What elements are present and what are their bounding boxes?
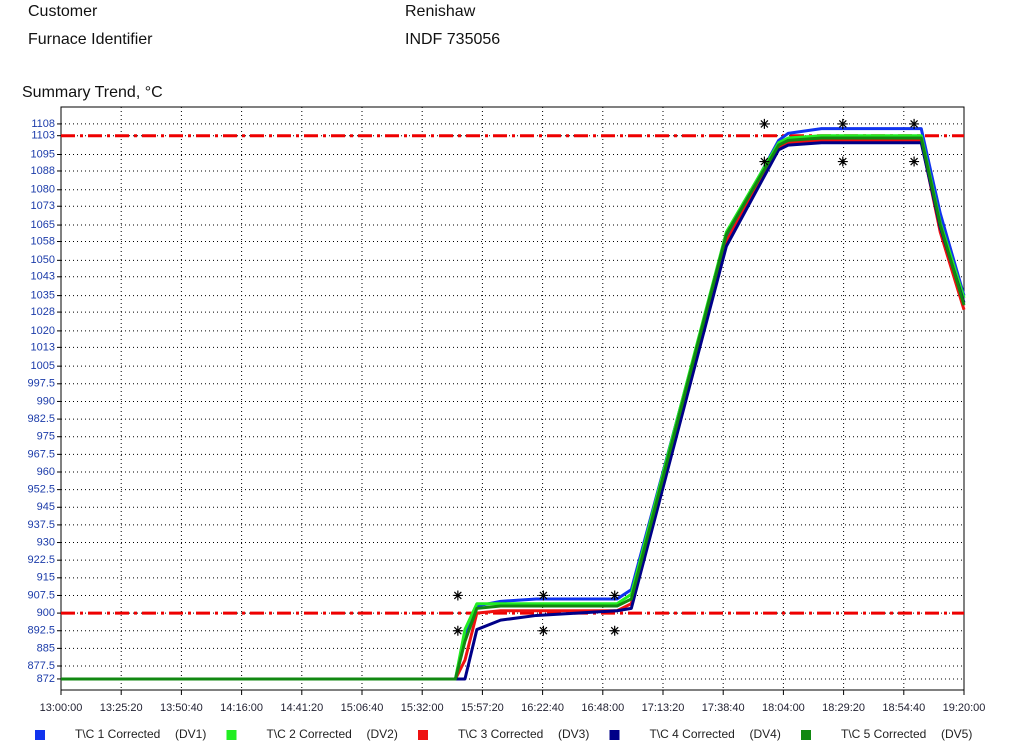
- asterisk-marker: [452, 625, 463, 636]
- furnace-label: Furnace Identifier: [28, 31, 153, 48]
- asterisk-marker: [452, 590, 463, 601]
- x-tick-label: 18:04:00: [762, 702, 805, 714]
- x-tick-label: 16:48:00: [581, 702, 624, 714]
- series-line: [61, 127, 966, 681]
- x-tick-label: 13:00:00: [40, 702, 83, 714]
- x-tick-label: 17:38:40: [702, 702, 745, 714]
- legend-label: T\C 5 Corrected: [841, 727, 926, 741]
- legend-tag: (DV5): [941, 727, 972, 741]
- y-tick-label: 900: [37, 607, 55, 619]
- series-line: [61, 141, 966, 681]
- x-tick-label: 14:16:00: [220, 702, 263, 714]
- y-tick-label: 1005: [31, 360, 55, 372]
- x-tick-label: 13:50:40: [160, 702, 203, 714]
- legend-label: T\C 3 Corrected: [458, 727, 543, 741]
- legend-swatch: [609, 730, 620, 740]
- y-tick-label: 1035: [31, 290, 55, 302]
- x-tick-label: 18:29:20: [822, 702, 865, 714]
- legend-tag: (DV4): [750, 727, 781, 741]
- y-tick-label: 877.5: [27, 660, 55, 672]
- legend-tag: (DV3): [558, 727, 589, 741]
- plot-frame: [60, 106, 965, 691]
- y-tick-label: 892.5: [27, 625, 55, 637]
- y-tick-label: 915: [37, 572, 55, 584]
- x-tick-label: 15:06:40: [341, 702, 384, 714]
- asterisk-marker: [759, 156, 770, 167]
- y-tick-label: 930: [37, 536, 55, 548]
- asterisk-marker: [609, 625, 620, 636]
- y-tick-label: 937.5: [27, 519, 55, 531]
- y-tick-label: 945: [37, 501, 55, 513]
- y-tick-label: 967.5: [27, 448, 55, 460]
- customer-label: Customer: [28, 3, 98, 20]
- legend-tag: (DV1): [175, 727, 206, 741]
- x-tick-label: 15:32:00: [401, 702, 444, 714]
- y-tick-label: 1065: [31, 219, 55, 231]
- y-tick-label: 1043: [31, 271, 55, 283]
- y-tick-label: 1073: [31, 200, 55, 212]
- x-tick-label: 16:22:40: [521, 702, 564, 714]
- series-line: [61, 134, 966, 681]
- asterisk-marker: [837, 156, 848, 167]
- series-line: [61, 136, 966, 681]
- y-tick-label: 907.5: [27, 589, 55, 601]
- y-tick-label: 1050: [31, 254, 55, 266]
- furnace-value: INDF 735056: [405, 31, 500, 48]
- legend-swatch: [801, 730, 811, 740]
- y-tick-label: 1088: [31, 165, 55, 177]
- y-tick-label: 960: [37, 466, 55, 478]
- legend-label: T\C 2 Corrected: [267, 727, 352, 741]
- asterisk-marker: [759, 118, 770, 129]
- y-tick-label: 1080: [31, 184, 55, 196]
- asterisk-marker: [837, 118, 848, 129]
- x-tick-label: 19:20:00: [943, 702, 986, 714]
- legend-label: T\C 4 Corrected: [650, 727, 735, 741]
- y-tick-label: 872: [37, 673, 55, 685]
- x-tick-label: 14:41:20: [280, 702, 323, 714]
- y-tick-label: 982.5: [27, 413, 55, 425]
- x-tick-label: 13:25:20: [100, 702, 143, 714]
- y-tick-label: 997.5: [27, 378, 55, 390]
- chart-title: Summary Trend, °C: [22, 84, 163, 101]
- y-tick-label: 1020: [31, 325, 55, 337]
- asterisk-marker: [909, 118, 920, 129]
- y-tick-label: 1095: [31, 148, 55, 160]
- y-tick-label: 952.5: [27, 484, 55, 496]
- y-tick-label: 1058: [31, 235, 55, 247]
- y-tick-label: 1028: [31, 306, 55, 318]
- asterisk-marker: [909, 156, 920, 167]
- legend-label: T\C 1 Corrected: [75, 727, 160, 741]
- y-tick-label: 1103: [31, 130, 55, 142]
- legend-tag: (DV2): [367, 727, 398, 741]
- x-tick-label: 15:57:20: [461, 702, 504, 714]
- legend-swatch: [226, 730, 237, 740]
- y-tick-label: 975: [37, 431, 55, 443]
- customer-value: Renishaw: [405, 3, 476, 20]
- asterisk-marker: [538, 625, 549, 636]
- asterisk-marker: [538, 590, 549, 601]
- series-line: [61, 138, 966, 681]
- y-tick-label: 1013: [31, 341, 55, 353]
- x-tick-label: 18:54:40: [882, 702, 925, 714]
- y-tick-label: 1108: [31, 118, 55, 130]
- y-tick-label: 922.5: [27, 554, 55, 566]
- x-tick-label: 17:13:20: [642, 702, 685, 714]
- legend-swatch: [35, 730, 45, 740]
- legend-swatch: [418, 730, 428, 740]
- y-tick-label: 990: [37, 395, 55, 407]
- y-tick-label: 885: [37, 642, 55, 654]
- asterisk-marker: [609, 590, 620, 601]
